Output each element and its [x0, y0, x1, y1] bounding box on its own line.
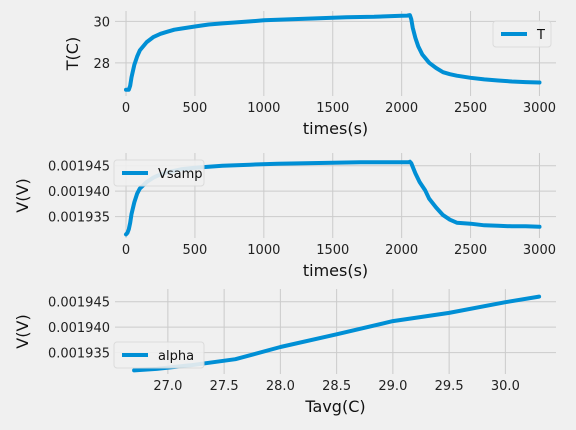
y-axis-label: T(C): [63, 37, 82, 71]
x-axis-label: Tavg(C): [304, 397, 365, 416]
y-axis-label: V(V): [13, 178, 32, 212]
x-tick-label: 2000: [385, 101, 418, 116]
x-tick-label: 3000: [523, 243, 556, 258]
x-tick-label: 29.5: [435, 379, 464, 394]
legend: T: [492, 20, 552, 48]
x-tick-label: 2000: [385, 243, 418, 258]
y-tick-label: 0.001935: [48, 211, 110, 226]
x-tick-label: 2500: [454, 243, 487, 258]
x-axis-label: times(s): [303, 119, 368, 138]
x-tick-label: 30.0: [491, 379, 520, 394]
series-line-t: [124, 13, 542, 92]
x-tick-label: 500: [183, 243, 208, 258]
legend-box: [113, 159, 205, 187]
y-tick-label: 0.001940: [48, 185, 110, 200]
y-tick-label: 30: [93, 15, 110, 30]
y-tick-label: 0.001940: [48, 321, 110, 336]
legend-box: [113, 341, 205, 369]
y-tick-label: 0.001935: [48, 347, 110, 362]
x-tick-label: 2500: [454, 101, 487, 116]
x-tick-label: 0: [122, 101, 130, 116]
chart-1: 0 500 1000 1500 2000 2500 3000 28 30 times(s) T(C)…: [63, 11, 556, 138]
x-tick-label: 3000: [523, 101, 556, 116]
legend-label: alpha: [158, 349, 194, 364]
x-tick-label: 1500: [316, 243, 349, 258]
chart-2: 0 500 1000 1500 2000 2500 3000 0.001935 0.001940…: [13, 153, 556, 280]
y-axis-label: V(V): [13, 314, 32, 348]
x-tick-label: 27.0: [153, 379, 182, 394]
x-tick-label: 1000: [247, 101, 280, 116]
legend: Vsamp: [113, 159, 205, 187]
x-tick-label: 29.0: [378, 379, 407, 394]
chart-3: 27.0 27.5 28.0 28.5 29.0 29.5 30.0 0.001935 0.00…: [13, 289, 556, 416]
x-tick-label: 1000: [247, 243, 280, 258]
x-tick-label: 27.5: [210, 379, 239, 394]
x-tick-label: 28.0: [266, 379, 295, 394]
y-tick-label: 28: [93, 57, 110, 72]
x-tick-label: 500: [183, 101, 208, 116]
x-tick-label: 28.5: [322, 379, 351, 394]
legend-label: T: [536, 28, 545, 43]
y-tick-label: 0.001945: [48, 160, 110, 175]
x-tick-label: 1500: [316, 101, 349, 116]
x-axis-label: times(s): [303, 261, 368, 280]
y-tick-label: 0.001945: [48, 296, 110, 311]
series-line-vsamp: [124, 159, 542, 237]
legend-label: Vsamp: [158, 167, 203, 182]
legend: alpha: [113, 341, 205, 369]
x-tick-label: 0: [122, 243, 130, 258]
